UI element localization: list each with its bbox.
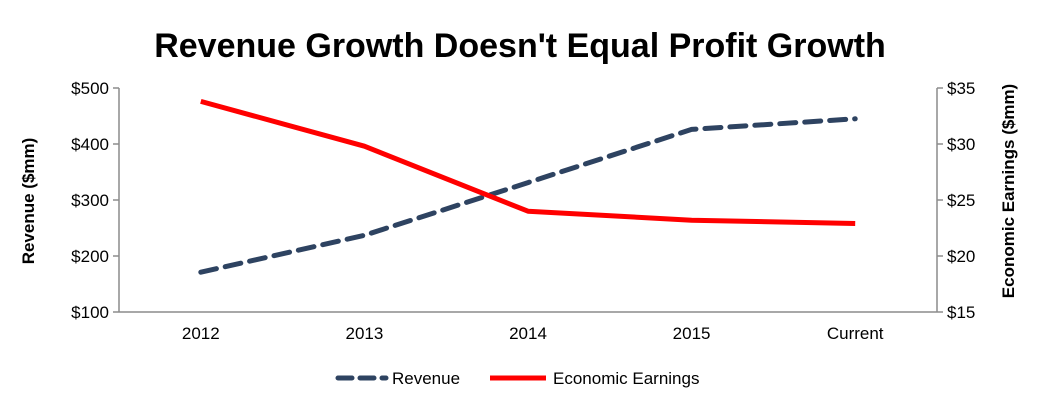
x-tick-label: 2014 <box>509 324 547 343</box>
right-y-tick-label: $25 <box>947 191 975 210</box>
series-line-economic-earnings <box>200 98 856 226</box>
left-y-axis-label: Revenue ($mm) <box>19 138 38 265</box>
left-y-tick-label: $200 <box>71 247 109 266</box>
right-y-tick-label: $30 <box>947 135 975 154</box>
right-y-tick-label: $35 <box>947 79 975 98</box>
right-y-axis-label: Economic Earnings ($mm) <box>999 84 1018 298</box>
legend: Revenue Economic Earnings <box>335 369 699 388</box>
left-y-tick-label: $300 <box>71 191 109 210</box>
x-tick-label: 2012 <box>182 324 220 343</box>
legend-label-revenue: Revenue <box>392 369 460 388</box>
x-tick-label: 2013 <box>345 324 383 343</box>
legend-label-economic-earnings: Economic Earnings <box>553 369 699 388</box>
left-y-tick-label: $500 <box>71 79 109 98</box>
right-y-tick-label: $20 <box>947 247 975 266</box>
right-y-axis-ticks: $15 $20 $25 $30 $35 <box>937 79 975 322</box>
x-tick-label: Current <box>827 324 884 343</box>
x-tick-label: 2015 <box>673 324 711 343</box>
right-y-tick-label: $15 <box>947 303 975 322</box>
left-y-tick-label: $100 <box>71 303 109 322</box>
left-y-tick-label: $400 <box>71 135 109 154</box>
series-line-revenue <box>198 116 858 275</box>
chart-title: Revenue Growth Doesn't Equal Profit Grow… <box>154 27 886 65</box>
x-axis-ticks: 2012 2013 2014 2015 Current <box>182 324 884 343</box>
left-y-axis-ticks: $100 $200 $300 $400 $500 <box>71 79 119 322</box>
series-layer <box>198 98 858 275</box>
